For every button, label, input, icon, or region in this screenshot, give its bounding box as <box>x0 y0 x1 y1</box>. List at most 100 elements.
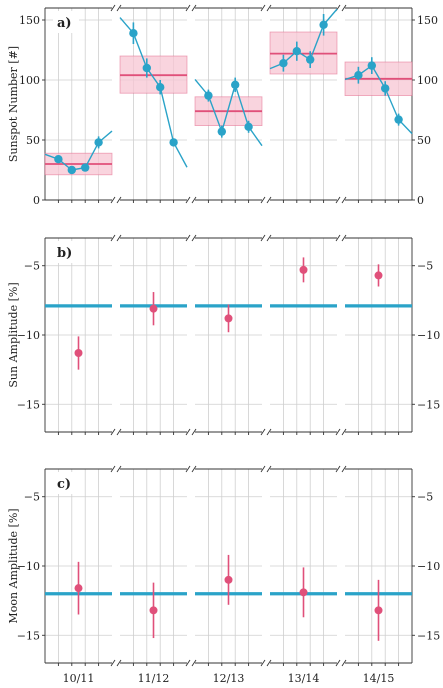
y-tick-label-right: −15 <box>417 398 440 411</box>
y-tick-label-right: −5 <box>417 491 433 504</box>
axis-break-mark <box>110 4 116 12</box>
axis-break-mark <box>191 428 197 436</box>
data-point <box>381 84 390 93</box>
x-category-label: 13/14 <box>288 672 320 685</box>
y-tick-label-left: 100 <box>19 74 40 87</box>
axis-break-mark <box>341 234 347 242</box>
panel-c: −15 −15 −10 −10 −5 −5 Moon Amplitude [%] c) 10/1… <box>7 465 440 685</box>
panel-tag-background <box>53 472 79 494</box>
panel-tag: c) <box>57 477 71 492</box>
x-category-label: 11/12 <box>138 672 170 685</box>
axis-break-mark <box>110 465 116 473</box>
y-tick-label-right: 150 <box>417 14 438 27</box>
data-point <box>292 47 301 56</box>
axis-break-mark <box>335 234 341 242</box>
data-point <box>279 59 288 68</box>
y-tick-label-right: −10 <box>417 560 440 573</box>
axis-break-mark <box>116 4 122 12</box>
axis-break-mark <box>191 196 197 204</box>
x-category-label: 10/11 <box>63 672 95 685</box>
data-point <box>231 80 240 90</box>
axis-break-mark <box>116 465 122 473</box>
y-tick-label-left: −10 <box>17 560 40 573</box>
data-point <box>217 127 226 136</box>
y-tick-label-left: 50 <box>26 134 40 147</box>
axis-break-mark <box>260 234 266 242</box>
y-tick-label-left: 150 <box>19 14 40 27</box>
axis-break-mark <box>341 196 347 204</box>
axis-break-mark <box>260 428 266 436</box>
panel-a: 0 0 50 50 100 100 150 150 Sunspot Number [#] a) <box>7 4 438 207</box>
y-tick-label-right: −5 <box>417 260 433 273</box>
data-point <box>149 606 158 615</box>
x-category-label: 12/13 <box>213 672 245 685</box>
axis-break-mark <box>266 465 272 473</box>
axis-break-mark <box>185 428 191 436</box>
data-point <box>354 71 363 80</box>
data-point <box>319 20 328 29</box>
axis-break-mark <box>185 659 191 667</box>
data-point <box>74 349 83 358</box>
axis-break-mark <box>191 465 197 473</box>
axis-break-mark <box>266 196 272 204</box>
data-point <box>94 138 103 147</box>
axis-break-mark <box>116 234 122 242</box>
axis-break-mark <box>191 4 197 12</box>
data-point <box>299 265 308 274</box>
axis-break-mark <box>110 234 116 242</box>
y-tick-label-left: 0 <box>33 194 40 207</box>
x-category-label: 14/15 <box>363 672 395 685</box>
axis-break-mark <box>335 465 341 473</box>
data-point <box>244 122 253 131</box>
data-point <box>204 91 213 100</box>
y-tick-label-right: 0 <box>417 194 424 207</box>
axis-break-mark <box>260 465 266 473</box>
axis-break-mark <box>266 4 272 12</box>
axis-break-mark <box>341 428 347 436</box>
y-tick-label-right: −15 <box>417 629 440 642</box>
data-point <box>67 165 77 175</box>
axis-break-mark <box>185 465 191 473</box>
axis-break-mark <box>260 196 266 204</box>
data-point <box>74 584 83 593</box>
panel-tag: a) <box>57 16 72 31</box>
axis-break-mark <box>341 4 347 12</box>
axis-break-mark <box>116 659 122 667</box>
data-point <box>54 155 63 164</box>
data-point <box>374 606 383 615</box>
axis-break-mark <box>116 428 122 436</box>
axis-break-mark <box>185 196 191 204</box>
axis-break-mark <box>260 4 266 12</box>
data-point <box>156 83 165 92</box>
data-point <box>169 138 178 147</box>
data-point <box>299 588 308 597</box>
y-tick-label-right: 50 <box>417 134 431 147</box>
axis-break-mark <box>335 428 341 436</box>
y-tick-label-right: −10 <box>417 329 440 342</box>
y-tick-label-left: −5 <box>24 491 40 504</box>
panel-tag: b) <box>57 246 72 261</box>
data-point <box>306 55 315 64</box>
axis-break-mark <box>116 196 122 204</box>
axis-break-mark <box>266 428 272 436</box>
axis-break-mark <box>341 659 347 667</box>
axis-break-mark <box>260 659 266 667</box>
axis-break-mark <box>266 659 272 667</box>
data-point <box>224 314 233 323</box>
data-point <box>224 575 233 584</box>
axis-break-mark <box>191 659 197 667</box>
axis-break-mark <box>110 659 116 667</box>
y-tick-label-left: −15 <box>17 629 40 642</box>
data-point <box>394 115 403 124</box>
data-point <box>149 304 158 313</box>
data-point <box>374 271 383 280</box>
panel-tag-background <box>53 11 79 33</box>
y-tick-label-left: −5 <box>24 260 40 273</box>
data-point <box>81 163 90 172</box>
axis-break-mark <box>185 234 191 242</box>
axis-break-mark <box>185 4 191 12</box>
axis-break-mark <box>110 428 116 436</box>
axis-break-mark <box>191 234 197 242</box>
axis-break-mark <box>335 659 341 667</box>
